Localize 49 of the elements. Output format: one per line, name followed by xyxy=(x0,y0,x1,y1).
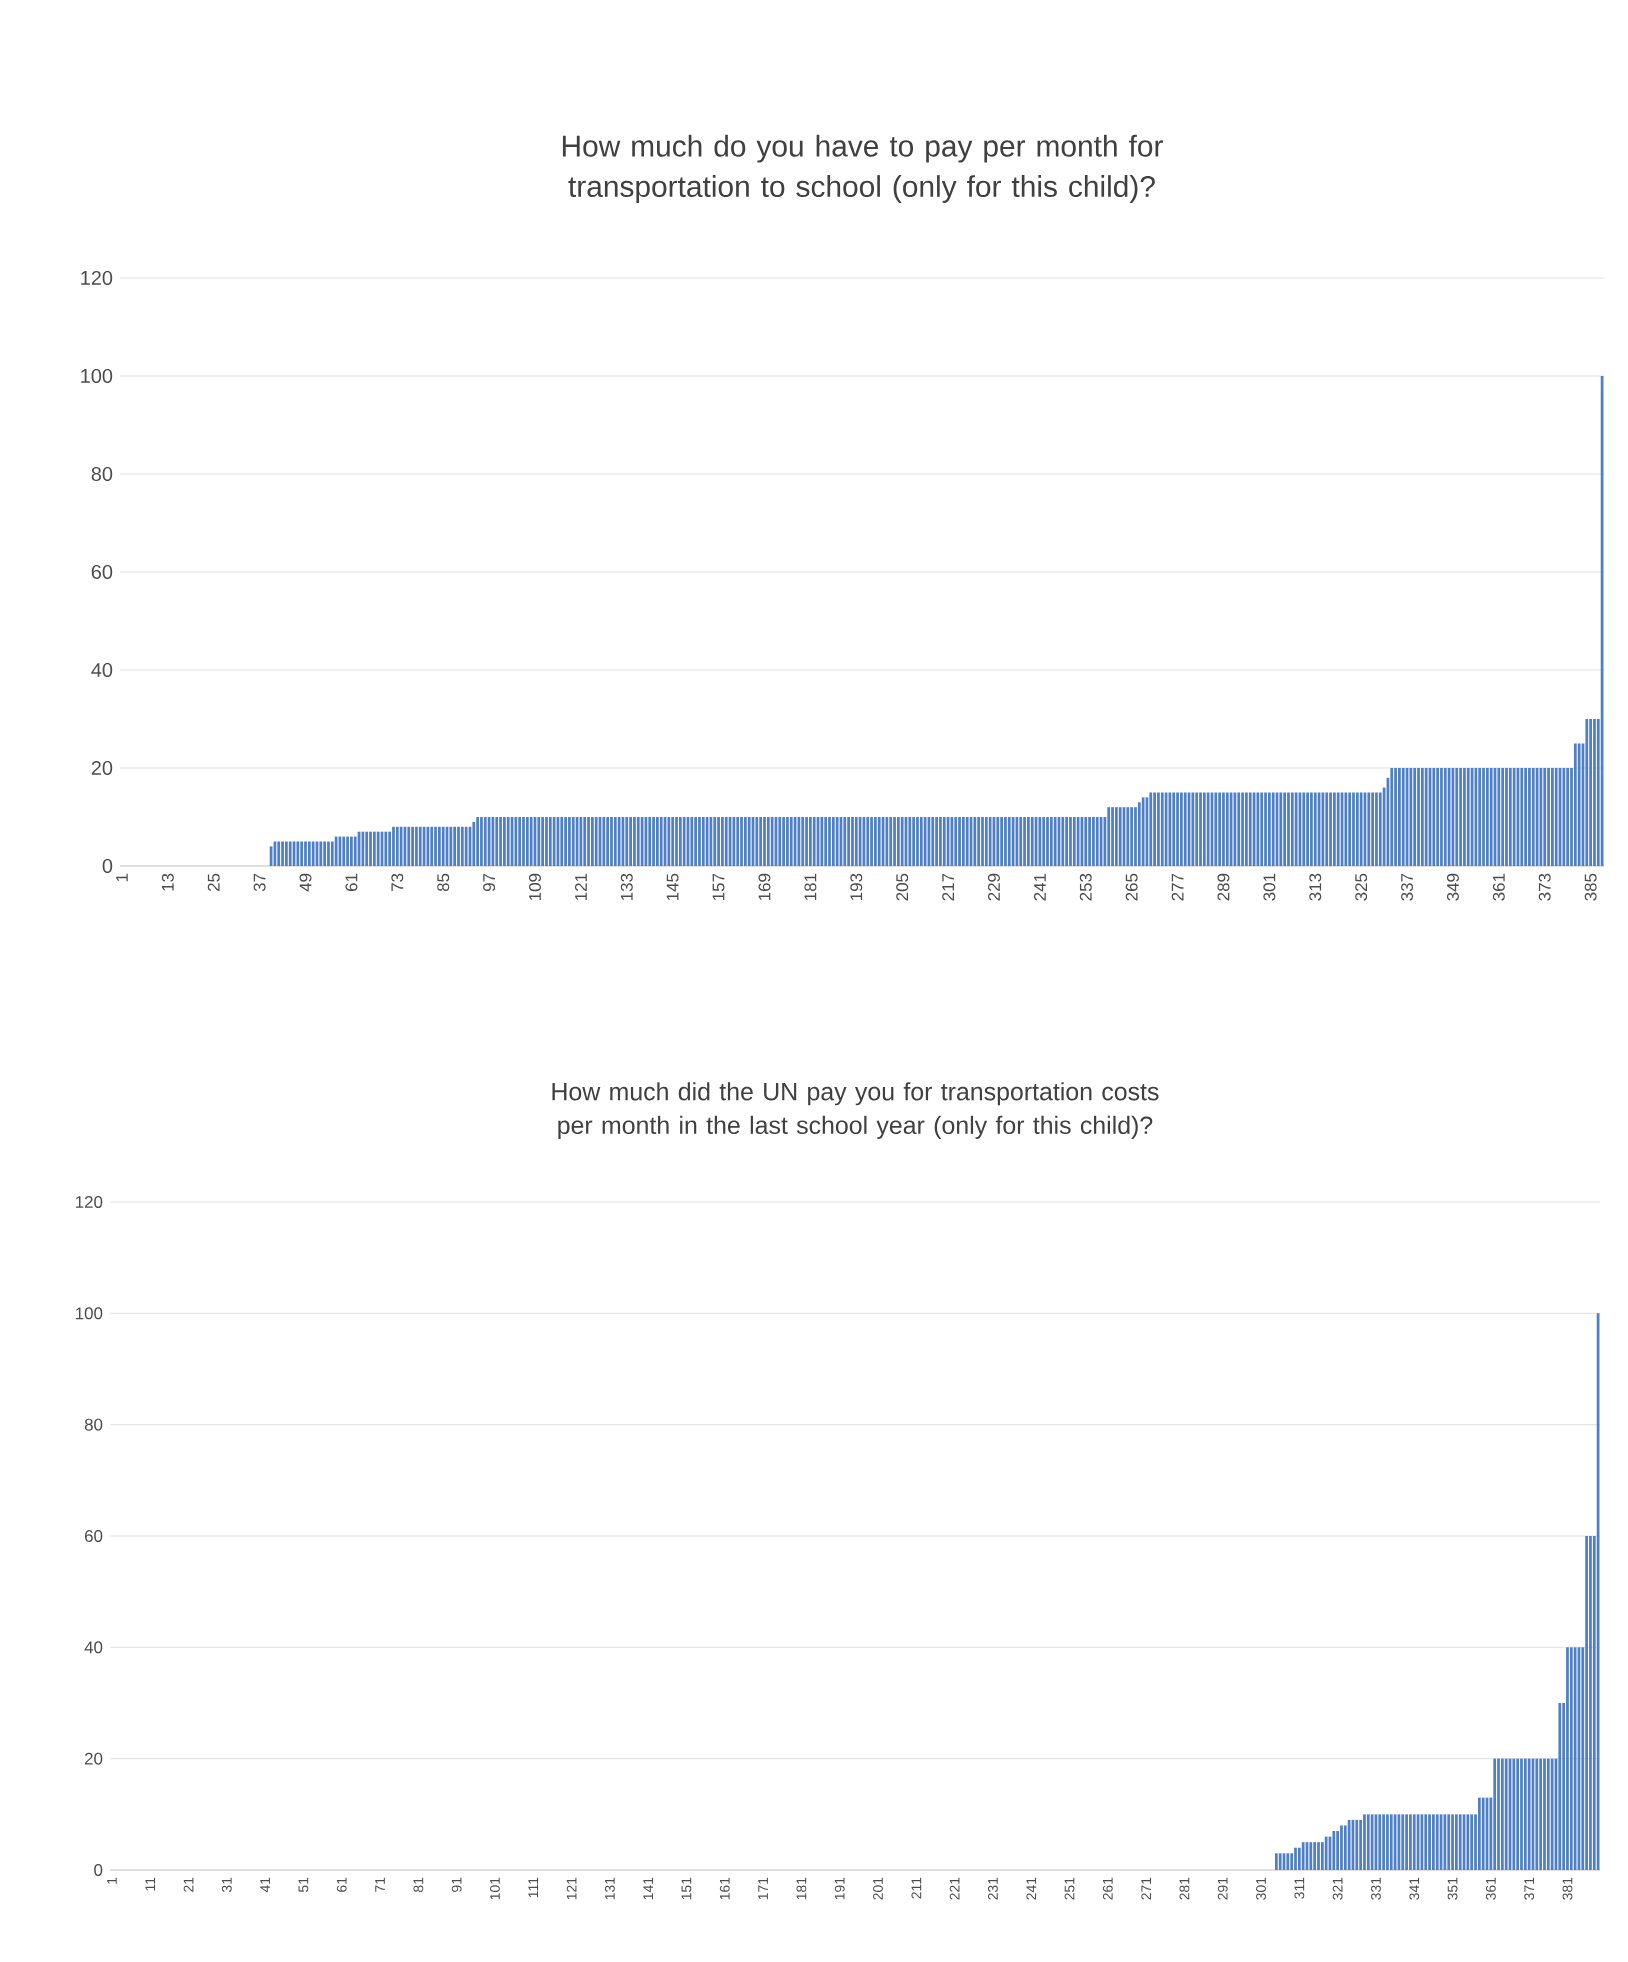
x-tick-label: 385 xyxy=(1584,873,1597,901)
x-tick-label: 121 xyxy=(574,873,587,900)
y-tick-label: 20 xyxy=(91,760,113,776)
y-tick-label: 120 xyxy=(81,270,113,286)
y-tick-label: 0 xyxy=(94,1864,103,1876)
x-tick-label: 217 xyxy=(942,873,954,901)
x-tick-label: 109 xyxy=(529,873,541,900)
x-tick-label: 13 xyxy=(161,873,174,891)
x-tick-label: 265 xyxy=(1125,873,1138,901)
y-tick-label: 20 xyxy=(84,1752,103,1765)
x-tick-label: 373 xyxy=(1538,873,1551,901)
x-tick-label: 145 xyxy=(666,873,679,900)
x-tick-label: 169 xyxy=(758,873,771,900)
x-tick-label: 289 xyxy=(1217,873,1230,901)
x-tick-label: 361 xyxy=(1492,873,1505,901)
x-tick-label: 337 xyxy=(1401,873,1414,901)
x-tick-label: 301 xyxy=(1263,873,1276,901)
x-tick-label: 157 xyxy=(712,873,725,900)
y-tick-label: 60 xyxy=(91,564,113,580)
y-tick-label: 0 xyxy=(102,858,113,874)
x-tick-label: 205 xyxy=(896,873,909,901)
x-tick-label: 97 xyxy=(483,873,496,892)
y-tick-label: 40 xyxy=(91,662,113,678)
x-tick-label: 193 xyxy=(850,873,863,900)
x-tick-label: 37 xyxy=(253,873,266,892)
chart-title: How much did the UN pay you for transportation costs per month in the last school year (only for this child)? xyxy=(552,1082,1159,1139)
x-tick-label: 349 xyxy=(1446,873,1459,901)
x-tick-label: 25 xyxy=(207,873,220,892)
x-tick-label: 85 xyxy=(437,873,450,892)
x-tick-label: 49 xyxy=(299,873,312,892)
y-tick-label: 80 xyxy=(91,466,113,482)
x-tick-label: 133 xyxy=(620,873,633,900)
x-tick-label: 313 xyxy=(1309,873,1322,901)
y-tick-label: 40 xyxy=(84,1641,103,1654)
x-tick-label: 277 xyxy=(1171,873,1184,901)
chart-title: How much do you have to pay per month for transportation to school (only for this child)? xyxy=(562,134,1163,203)
x-tick-label: 73 xyxy=(391,873,404,891)
x-tick-label: 181 xyxy=(804,873,817,900)
y-tick-label: 100 xyxy=(75,1307,103,1320)
x-tick-label: 325 xyxy=(1355,873,1368,901)
y-tick-label: 100 xyxy=(81,368,113,384)
x-tick-label: 241 xyxy=(1033,873,1046,901)
x-tick-label: 61 xyxy=(345,873,358,891)
x-tick-label: 253 xyxy=(1079,873,1092,901)
y-tick-label: 120 xyxy=(75,1196,103,1208)
y-tick-label: 60 xyxy=(85,1530,103,1542)
x-tick-label: 1 xyxy=(116,873,128,882)
y-tick-label: 80 xyxy=(84,1418,103,1431)
x-tick-label: 229 xyxy=(987,873,1000,901)
